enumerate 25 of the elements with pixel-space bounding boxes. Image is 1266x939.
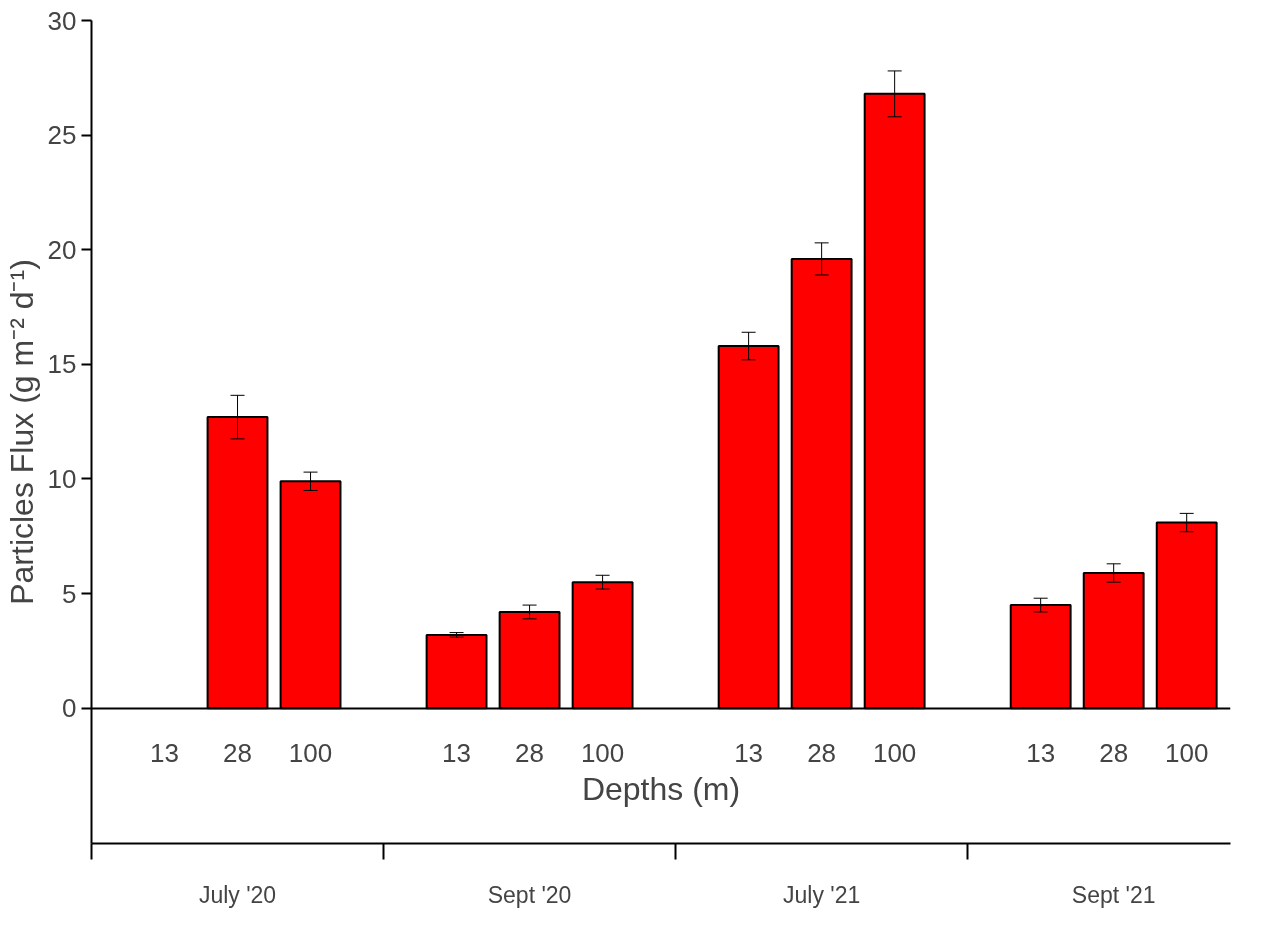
x-axis-title: Depths (m) xyxy=(581,770,741,807)
y-tick-label: 30 xyxy=(47,5,77,36)
text: Sept '20 xyxy=(487,881,572,908)
x-tick-label: 28 xyxy=(807,738,837,769)
x-tick-label: 28 xyxy=(1099,738,1129,769)
x-tick-label: 13 xyxy=(442,738,472,769)
x-tick-label: 28 xyxy=(223,738,252,769)
x-tick-label: 13 xyxy=(1026,738,1056,769)
text: July '20 xyxy=(198,881,277,908)
y-axis-title: Particles Flux (g m⁻² d⁻¹) xyxy=(3,259,40,605)
y-tick-label: 15 xyxy=(47,349,77,380)
x-tick-label: 100 xyxy=(872,738,917,769)
y-tick-label: 10 xyxy=(47,464,77,494)
x-tick-label: 13 xyxy=(150,738,179,769)
text: July '21 xyxy=(783,881,861,908)
y-tick-label: 25 xyxy=(47,120,77,151)
x-tick-label: 100 xyxy=(288,738,333,769)
y-tick-label: 20 xyxy=(47,234,77,265)
x-tick-label: 100 xyxy=(580,738,625,769)
y-tick-label: 0 xyxy=(62,693,77,724)
text: Sept '21 xyxy=(1071,881,1156,908)
x-tick-label: 100 xyxy=(1165,738,1209,769)
x-tick-label: 13 xyxy=(734,738,764,769)
x-tick-label: 28 xyxy=(515,738,545,769)
y-tick-label: 5 xyxy=(62,578,77,609)
